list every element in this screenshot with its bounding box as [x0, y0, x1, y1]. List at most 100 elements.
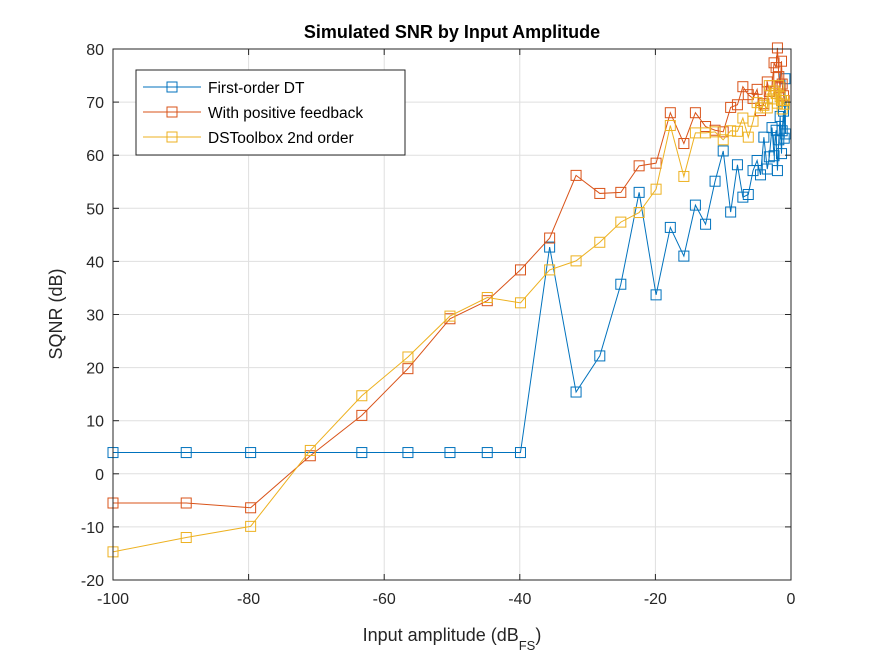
- legend: First-order DT With positive feedback DSTo…: [135, 69, 406, 156]
- y-tick-label: 30: [86, 308, 104, 325]
- data-point-marker: [771, 42, 783, 54]
- data-point-marker: [570, 169, 582, 181]
- data-point-marker: [594, 236, 606, 248]
- data-point-marker: [689, 107, 701, 119]
- data-point-marker: [570, 386, 582, 398]
- y-tick-label: -20: [81, 573, 104, 590]
- x-tick-label: 0: [787, 591, 796, 608]
- y-tick-label: 80: [86, 42, 104, 59]
- data-point-marker: [402, 363, 414, 375]
- data-point-marker: [778, 95, 790, 107]
- legend-items: First-order DT With positive feedback DSTo…: [143, 80, 363, 147]
- data-point-marker: [633, 186, 645, 198]
- data-point-marker: [717, 134, 729, 146]
- data-point-marker: [481, 292, 493, 304]
- x-axis-label-subscript: FS: [519, 638, 536, 653]
- data-point-marker: [650, 183, 662, 195]
- data-point-marker: [778, 132, 790, 144]
- data-point-marker: [615, 186, 627, 198]
- data-point-marker: [754, 102, 766, 114]
- x-tick-label: -100: [97, 591, 129, 608]
- data-point-marker: [678, 138, 690, 150]
- y-tick-label: 20: [86, 361, 104, 378]
- data-point-marker: [758, 99, 770, 111]
- ticks: [112, 48, 792, 581]
- data-point-marker: [725, 206, 737, 218]
- series-group: [107, 73, 792, 459]
- x-axis-label: Input amplitude (dBFS): [363, 625, 542, 653]
- x-tick-label: -40: [508, 591, 531, 608]
- data-point-marker: [773, 80, 785, 92]
- data-point-marker: [402, 447, 414, 459]
- x-tick-label: -20: [644, 591, 667, 608]
- data-point-marker: [633, 160, 645, 172]
- y-tick-label: 60: [86, 148, 104, 165]
- y-tick-label: 40: [86, 254, 104, 271]
- data-point-marker: [594, 350, 606, 362]
- data-point-marker: [758, 131, 770, 143]
- data-point-marker: [725, 101, 737, 113]
- data-point-marker: [514, 447, 526, 459]
- data-point-marker: [771, 165, 783, 177]
- data-point-marker: [742, 131, 754, 143]
- y-tick-label: 70: [86, 95, 104, 112]
- data-point-marker: [731, 159, 743, 171]
- data-point-marker: [664, 119, 676, 131]
- y-tick-label: -10: [81, 520, 104, 537]
- data-point-marker: [664, 107, 676, 119]
- data-point-marker: [245, 447, 257, 459]
- data-point-marker: [754, 169, 766, 181]
- data-point-marker: [747, 115, 759, 127]
- data-point-marker: [717, 126, 729, 138]
- data-point-marker: [742, 188, 754, 200]
- data-point-marker: [678, 170, 690, 182]
- data-point-marker: [544, 264, 556, 276]
- data-point-marker: [514, 297, 526, 309]
- data-point-marker: [356, 409, 368, 421]
- data-point-marker: [650, 157, 662, 169]
- data-point-marker: [245, 502, 257, 514]
- data-point-marker: [615, 216, 627, 228]
- data-point-marker: [481, 447, 493, 459]
- data-point-marker: [751, 83, 763, 95]
- data-point-marker: [356, 447, 368, 459]
- data-point-marker: [778, 105, 790, 117]
- data-point-marker: [717, 145, 729, 157]
- legend-marker: [166, 106, 178, 118]
- x-tick-label: -60: [373, 591, 396, 608]
- y-tick-label: 10: [86, 414, 104, 431]
- y-axis-label: SQNR (dB): [46, 268, 66, 359]
- data-point-marker: [444, 310, 456, 322]
- chart-title: Simulated SNR by Input Amplitude: [304, 22, 600, 42]
- x-axis-label-main: Input amplitude (dB: [363, 625, 519, 645]
- data-point-marker: [700, 127, 712, 139]
- y-tick-label: 0: [95, 467, 104, 484]
- y-tick-label: 50: [86, 201, 104, 218]
- data-point-marker: [356, 390, 368, 402]
- data-point-marker: [778, 98, 790, 110]
- data-point-marker: [774, 91, 786, 103]
- data-point-marker: [709, 126, 721, 138]
- data-point-marker: [731, 99, 743, 111]
- data-point-marker: [544, 241, 556, 253]
- data-point-marker: [776, 55, 788, 67]
- data-point-marker: [725, 125, 737, 137]
- data-point-marker: [444, 447, 456, 459]
- data-point-marker: [304, 444, 316, 456]
- data-point-marker: [245, 520, 257, 532]
- data-point-marker: [773, 71, 785, 83]
- data-point-marker: [768, 150, 780, 162]
- x-tick-label: -80: [237, 591, 260, 608]
- data-point-marker: [650, 289, 662, 301]
- data-point-marker: [731, 125, 743, 137]
- x-axis-label-close: ): [535, 625, 541, 645]
- legend-marker: [166, 131, 178, 143]
- data-point-marker: [544, 232, 556, 244]
- data-point-marker: [776, 148, 788, 160]
- data-point-marker: [700, 218, 712, 230]
- data-point-marker: [664, 221, 676, 233]
- legend-label: DSToolbox 2nd order: [208, 130, 354, 147]
- legend-marker: [166, 81, 178, 93]
